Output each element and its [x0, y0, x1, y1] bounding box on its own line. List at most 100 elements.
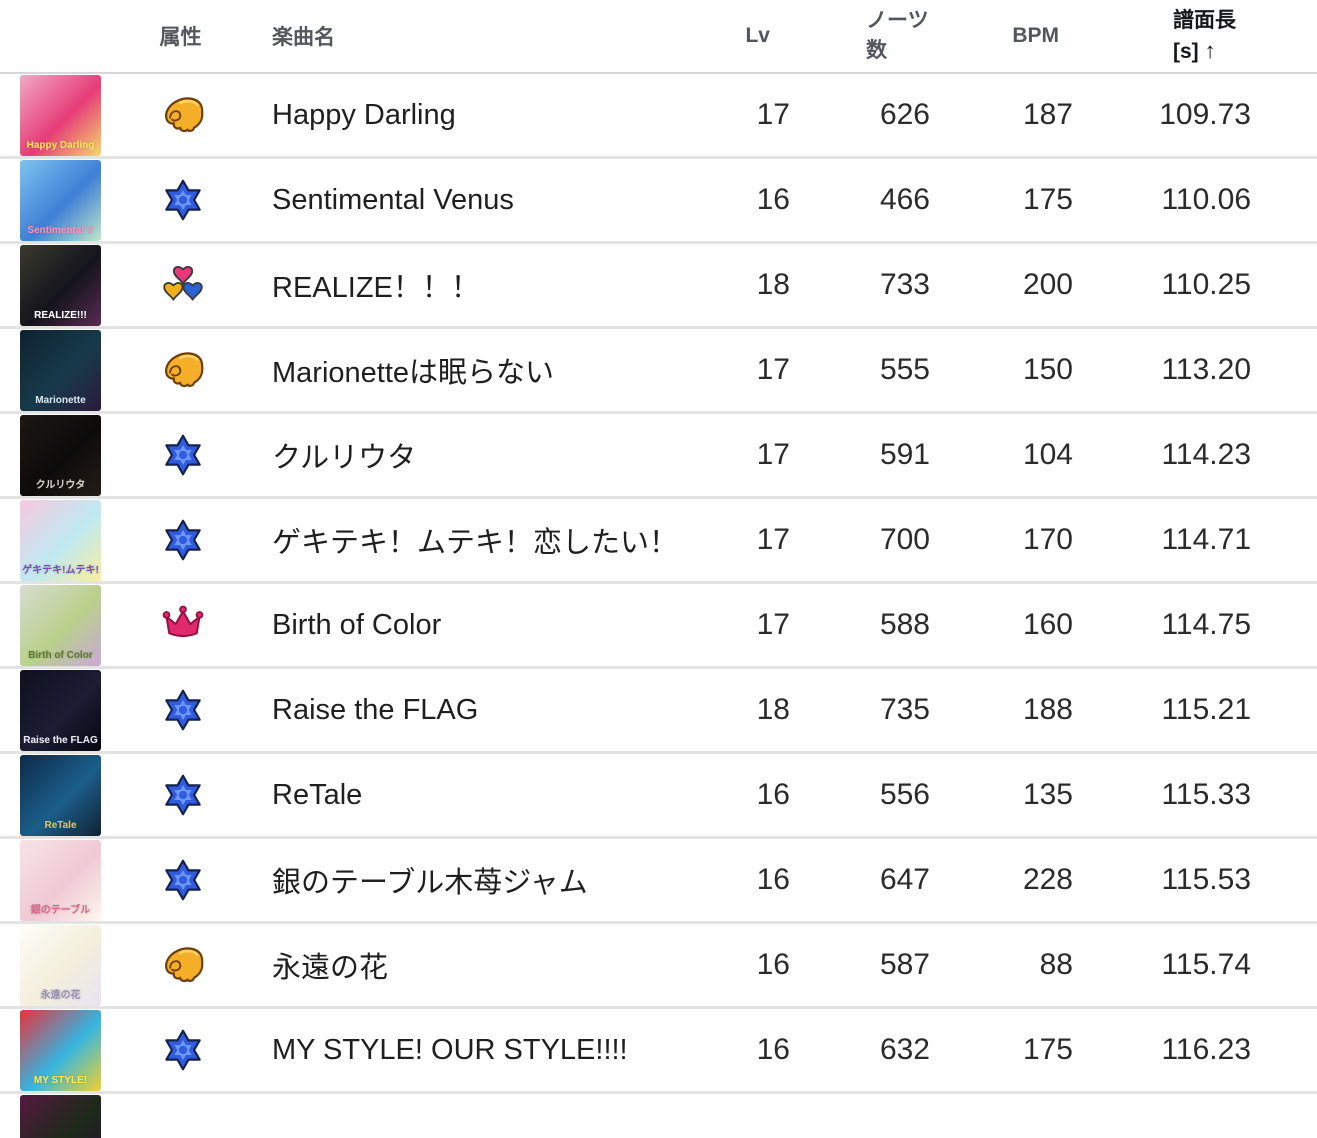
jacket-image: 銀のテーブル	[20, 839, 101, 921]
jacket-image: Happy Darling	[20, 74, 101, 156]
song-row[interactable]: Happy Darling Happy Darling 17 626 187 1…	[0, 74, 1317, 159]
song-row[interactable]: Marionette Marionetteは眠らない 17 555 150 11…	[0, 329, 1317, 414]
crown-attribute-icon	[161, 603, 205, 647]
jacket-label: ReTale	[44, 819, 77, 831]
table-body: Happy Darling Happy Darling 17 626 187 1…	[0, 74, 1317, 1138]
jacket-image: ゲキテキ!ムテキ!	[20, 499, 101, 581]
note-count-value: 466	[879, 183, 930, 216]
star-attribute-icon	[161, 178, 205, 222]
attribute-cell	[101, 1028, 240, 1072]
chart-length-value: 114.71	[1161, 523, 1251, 556]
jacket-cell: Birth of Color	[0, 584, 101, 666]
jacket-label: ゲキテキ!ムテキ!	[22, 564, 99, 576]
attribute-cell	[101, 263, 240, 307]
note-count-value: 626	[879, 98, 930, 131]
jacket-cell	[0, 1094, 101, 1138]
bpm-value: 160	[1022, 608, 1073, 641]
chart-length-value: 115.53	[1161, 863, 1251, 896]
level-value: 17	[756, 608, 790, 641]
chart-length-value: 115.74	[1161, 948, 1251, 981]
header-attribute[interactable]: 属性	[159, 26, 202, 49]
wing-attribute-icon	[161, 943, 205, 987]
bpm-value: 175	[1022, 183, 1073, 216]
song-title: Birth of Color	[272, 608, 442, 641]
jacket-label: Raise the FLAG	[23, 734, 98, 746]
song-row[interactable]: Sentimental V Sentimental Venus 16 466 1…	[0, 159, 1317, 244]
jacket-label: Sentimental V	[27, 224, 94, 236]
song-title: Sentimental Venus	[272, 183, 514, 216]
song-row[interactable]: ゲキテキ!ムテキ! ゲキテキ！ムテキ！恋したい！ 17 700 170 114.…	[0, 499, 1317, 584]
star-attribute-icon	[161, 858, 205, 902]
song-row[interactable]: Raise the FLAG Raise the FLAG 18 735 188…	[0, 669, 1317, 754]
song-row[interactable]: 銀のテーブル 銀のテーブル木苺ジャム 16 647 228 115.53	[0, 839, 1317, 924]
bpm-value: 187	[1022, 98, 1073, 131]
level-value: 16	[756, 183, 790, 216]
attribute-cell	[101, 348, 240, 392]
jacket-cell: Marionette	[0, 329, 101, 411]
chart-length-value: 115.33	[1161, 778, 1251, 811]
jacket-label: REALIZE!!!	[34, 309, 87, 321]
attribute-cell	[101, 688, 240, 732]
header-chart-length-line1: 譜面長	[1173, 8, 1236, 32]
bpm-value: 228	[1022, 863, 1073, 896]
note-count-value: 588	[879, 608, 930, 641]
song-row[interactable]	[0, 1094, 1317, 1138]
attribute-cell	[101, 603, 240, 647]
jacket-image: MY STYLE!	[20, 1009, 101, 1091]
jacket-image: 永遠の花	[20, 924, 101, 1006]
song-row[interactable]: クルリウタ クルリウタ 17 591 104 114.23	[0, 414, 1317, 499]
star-attribute-icon	[161, 433, 205, 477]
level-value: 17	[756, 353, 790, 386]
level-value: 16	[756, 778, 790, 811]
jacket-image: REALIZE!!!	[20, 244, 101, 326]
song-row[interactable]: Birth of Color Birth of Color 17 588 160…	[0, 584, 1317, 669]
note-count-value: 735	[879, 693, 930, 726]
song-row[interactable]: REALIZE!!! REALIZE！！！ 18 733 200 110.25	[0, 244, 1317, 329]
wing-attribute-icon	[161, 93, 205, 137]
note-count-value: 647	[879, 863, 930, 896]
attribute-cell	[101, 178, 240, 222]
jacket-image: Marionette	[20, 329, 101, 411]
header-note-count[interactable]: ノーツ 数	[790, 6, 930, 66]
bpm-value: 188	[1022, 693, 1073, 726]
level-value: 17	[756, 523, 790, 556]
header-bpm[interactable]: BPM	[1012, 24, 1059, 47]
chart-length-value: 110.25	[1161, 268, 1251, 301]
bpm-value: 104	[1022, 438, 1073, 471]
chart-length-value: 110.06	[1161, 183, 1251, 216]
jacket-cell: Happy Darling	[0, 74, 101, 156]
jacket-image: クルリウタ	[20, 414, 101, 496]
song-title: Marionetteは眠らない	[272, 357, 555, 389]
header-note-count-line2: 数	[866, 39, 887, 62]
sort-ascending-icon: ↑	[1204, 37, 1216, 63]
jacket-label: MY STYLE!	[33, 1074, 88, 1086]
star-attribute-icon	[161, 688, 205, 732]
song-row[interactable]: ReTale ReTale 16 556 135 115.33	[0, 754, 1317, 839]
level-value: 16	[756, 1033, 790, 1066]
jacket-label: 銀のテーブル	[30, 904, 91, 916]
song-title: Raise the FLAG	[272, 693, 479, 726]
jacket-image: Sentimental V	[20, 159, 101, 241]
song-row[interactable]: 永遠の花 永遠の花 16 587 88 115.74	[0, 924, 1317, 1009]
header-level[interactable]: Lv	[745, 24, 770, 47]
jacket-cell: MY STYLE!	[0, 1009, 101, 1091]
song-title: 銀のテーブル木苺ジャム	[272, 867, 588, 899]
bpm-value: 88	[1039, 948, 1073, 981]
wing-attribute-icon	[161, 348, 205, 392]
jacket-label: 永遠の花	[40, 989, 81, 1001]
attribute-cell	[101, 518, 240, 562]
attribute-cell	[101, 943, 240, 987]
jacket-label: Marionette	[35, 394, 86, 406]
jacket-image: ReTale	[20, 754, 101, 836]
note-count-value: 700	[879, 523, 930, 556]
bpm-value: 135	[1022, 778, 1073, 811]
table-header-row: 属性 楽曲名 Lv ノーツ 数 BPM 譜面長 [s] ↑	[0, 0, 1317, 74]
header-note-count-line1: ノーツ	[866, 9, 929, 32]
header-chart-length[interactable]: 譜面長 [s] ↑	[1073, 6, 1251, 67]
note-count-value: 591	[879, 438, 930, 471]
jacket-label: Happy Darling	[26, 139, 95, 151]
song-row[interactable]: MY STYLE! MY STYLE! OUR STYLE!!!! 16 632…	[0, 1009, 1317, 1094]
level-value: 17	[756, 98, 790, 131]
header-song-name[interactable]: 楽曲名	[272, 26, 335, 49]
